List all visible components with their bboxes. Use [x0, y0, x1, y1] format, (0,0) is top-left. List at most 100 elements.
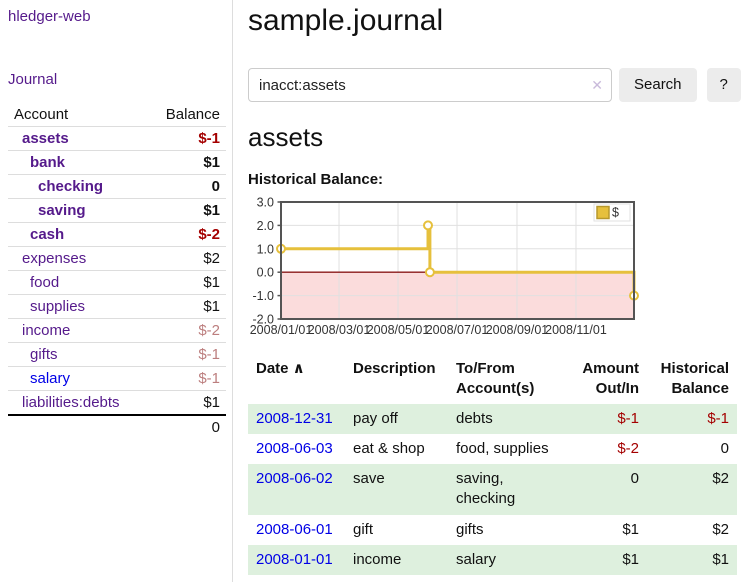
account-row: checking 0: [8, 174, 226, 199]
transaction-description: save: [353, 470, 385, 487]
account-balance: $-2: [147, 222, 226, 247]
account-balance: $-1: [147, 342, 226, 367]
register-header-description: Description: [353, 360, 436, 377]
transaction-accounts: debts: [456, 409, 493, 427]
transaction-balance: $2: [712, 520, 729, 538]
transaction-balance: $2: [712, 470, 729, 487]
account-link-gifts[interactable]: gifts: [30, 346, 58, 363]
accounts-table: Account Balance assets $-1 bank $1 checking 0…: [8, 103, 226, 439]
account-balance: $-2: [147, 318, 226, 343]
transaction-description: eat & shop: [353, 439, 425, 457]
main-panel: sample.journal ✕ Search ? assets Histori…: [233, 0, 742, 582]
transaction-amount: $-2: [617, 439, 639, 457]
clear-search-icon[interactable]: ✕: [591, 77, 603, 93]
svg-text:2.0: 2.0: [257, 219, 274, 233]
account-row: saving $1: [8, 198, 226, 223]
account-row: food $1: [8, 270, 226, 295]
svg-text:-2.0: -2.0: [252, 313, 274, 327]
account-link-bank[interactable]: bank: [30, 154, 66, 171]
account-balance: 0: [147, 174, 226, 199]
account-link-assets[interactable]: assets: [22, 130, 69, 147]
search-button[interactable]: Search: [619, 68, 697, 102]
account-link-expenses[interactable]: expenses: [22, 250, 87, 267]
account-balance: $1: [147, 198, 226, 223]
sort-ascending-icon: ∧: [288, 360, 305, 377]
account-balance: $1: [147, 270, 226, 295]
account-link-salary[interactable]: salary: [30, 370, 71, 387]
chart-border: [280, 201, 635, 320]
account-link-income[interactable]: income: [22, 322, 71, 339]
register-header-balance: Historical Balance: [660, 360, 729, 398]
transaction-date-link[interactable]: 2008-06-02: [256, 470, 333, 487]
transaction-description: pay off: [353, 409, 398, 427]
accounts-total-balance: 0: [147, 414, 226, 439]
register-header-date[interactable]: Date ∧: [256, 360, 305, 377]
data-point-marker: [423, 220, 434, 231]
svg-text:2008/09/01: 2008/09/01: [486, 323, 549, 337]
account-balance: $-1: [147, 366, 226, 391]
help-button[interactable]: ?: [706, 68, 741, 102]
transaction-date-link[interactable]: 2008-06-03: [256, 439, 333, 457]
account-link-cash[interactable]: cash: [30, 226, 65, 243]
sidebar: hledger-web Journal Account Balance asse…: [0, 0, 233, 582]
table-row: 2008-06-02 save saving, checking 0 $2: [248, 464, 737, 515]
accounts-header-row: Account Balance: [8, 103, 226, 127]
transaction-description: gift: [353, 520, 374, 538]
transaction-amount: $1: [622, 550, 639, 568]
account-balance: $1: [147, 150, 226, 175]
transaction-date-link[interactable]: 2008-12-31: [256, 409, 333, 427]
account-row: liabilities:debts $1: [8, 390, 226, 415]
table-row: 2008-01-01 income salary $1 $1: [248, 544, 737, 575]
account-link-supplies[interactable]: supplies: [30, 298, 86, 315]
account-row: bank $1: [8, 150, 226, 175]
account-row: expenses $2: [8, 246, 226, 271]
account-heading: assets: [248, 122, 324, 152]
account-link-food[interactable]: food: [30, 274, 60, 291]
account-link-checking[interactable]: checking: [38, 178, 104, 195]
legend-swatch: [596, 205, 610, 220]
transaction-balance: $-1: [707, 409, 729, 427]
table-row: 2008-06-01 gift gifts $1 $2: [248, 515, 737, 545]
account-balance: $-1: [147, 126, 226, 151]
data-point-marker: [424, 267, 435, 278]
register-header-amount: Amount Out/In: [582, 360, 639, 398]
transaction-amount: 0: [630, 470, 639, 487]
account-link-saving[interactable]: saving: [38, 202, 86, 219]
svg-text:2008/01/01: 2008/01/01: [250, 323, 313, 337]
transaction-accounts: gifts: [456, 520, 484, 538]
transaction-description: income: [353, 550, 402, 568]
svg-text:3.0: 3.0: [257, 196, 274, 210]
transaction-balance: 0: [720, 439, 729, 457]
historical-balance-chart: 3.0 2.0 1.0 0.0 -1.0 -2.02008/01/012008/03/01…: [250, 196, 639, 337]
account-balance: $1: [147, 294, 226, 319]
sidebar-item-journal[interactable]: Journal: [8, 71, 58, 88]
chart-legend: $: [593, 203, 631, 222]
transaction-amount: $1: [622, 520, 639, 538]
search-input-wrap: ✕: [248, 68, 612, 102]
transaction-date-link[interactable]: 2008-06-01: [256, 520, 333, 538]
svg-text:2008/11/01: 2008/11/01: [545, 323, 607, 337]
svg-text:1.0: 1.0: [257, 242, 274, 256]
transaction-accounts: saving, checking: [456, 470, 516, 508]
transaction-accounts: food, supplies: [456, 439, 549, 457]
transaction-accounts: salary: [456, 550, 497, 568]
account-balance: $2: [147, 246, 226, 271]
svg-text:0.0: 0.0: [257, 266, 274, 280]
svg-text:2008/03/01: 2008/03/01: [308, 323, 371, 337]
transaction-date-link[interactable]: 2008-01-01: [256, 550, 333, 568]
transaction-amount: $-1: [617, 409, 639, 427]
search-input[interactable]: [248, 68, 612, 102]
chart-title: Historical Balance:: [248, 171, 384, 188]
table-row: 2008-06-03 eat & shop food, supplies $-2 0: [248, 434, 737, 464]
account-row: supplies $1: [8, 294, 226, 319]
accounts-total-row: 0: [8, 414, 226, 439]
account-link-liabilities-debts[interactable]: liabilities:debts: [22, 394, 120, 411]
accounts-header-balance: Balance: [165, 106, 220, 123]
account-row: salary $-1: [8, 366, 226, 391]
brand-link[interactable]: hledger-web: [8, 8, 91, 25]
svg-text:2008/05/01: 2008/05/01: [367, 323, 430, 337]
transaction-balance: $1: [712, 550, 729, 568]
account-row: gifts $-1: [8, 342, 226, 367]
accounts-header-account: Account: [14, 106, 69, 123]
legend-label: $: [612, 206, 619, 220]
